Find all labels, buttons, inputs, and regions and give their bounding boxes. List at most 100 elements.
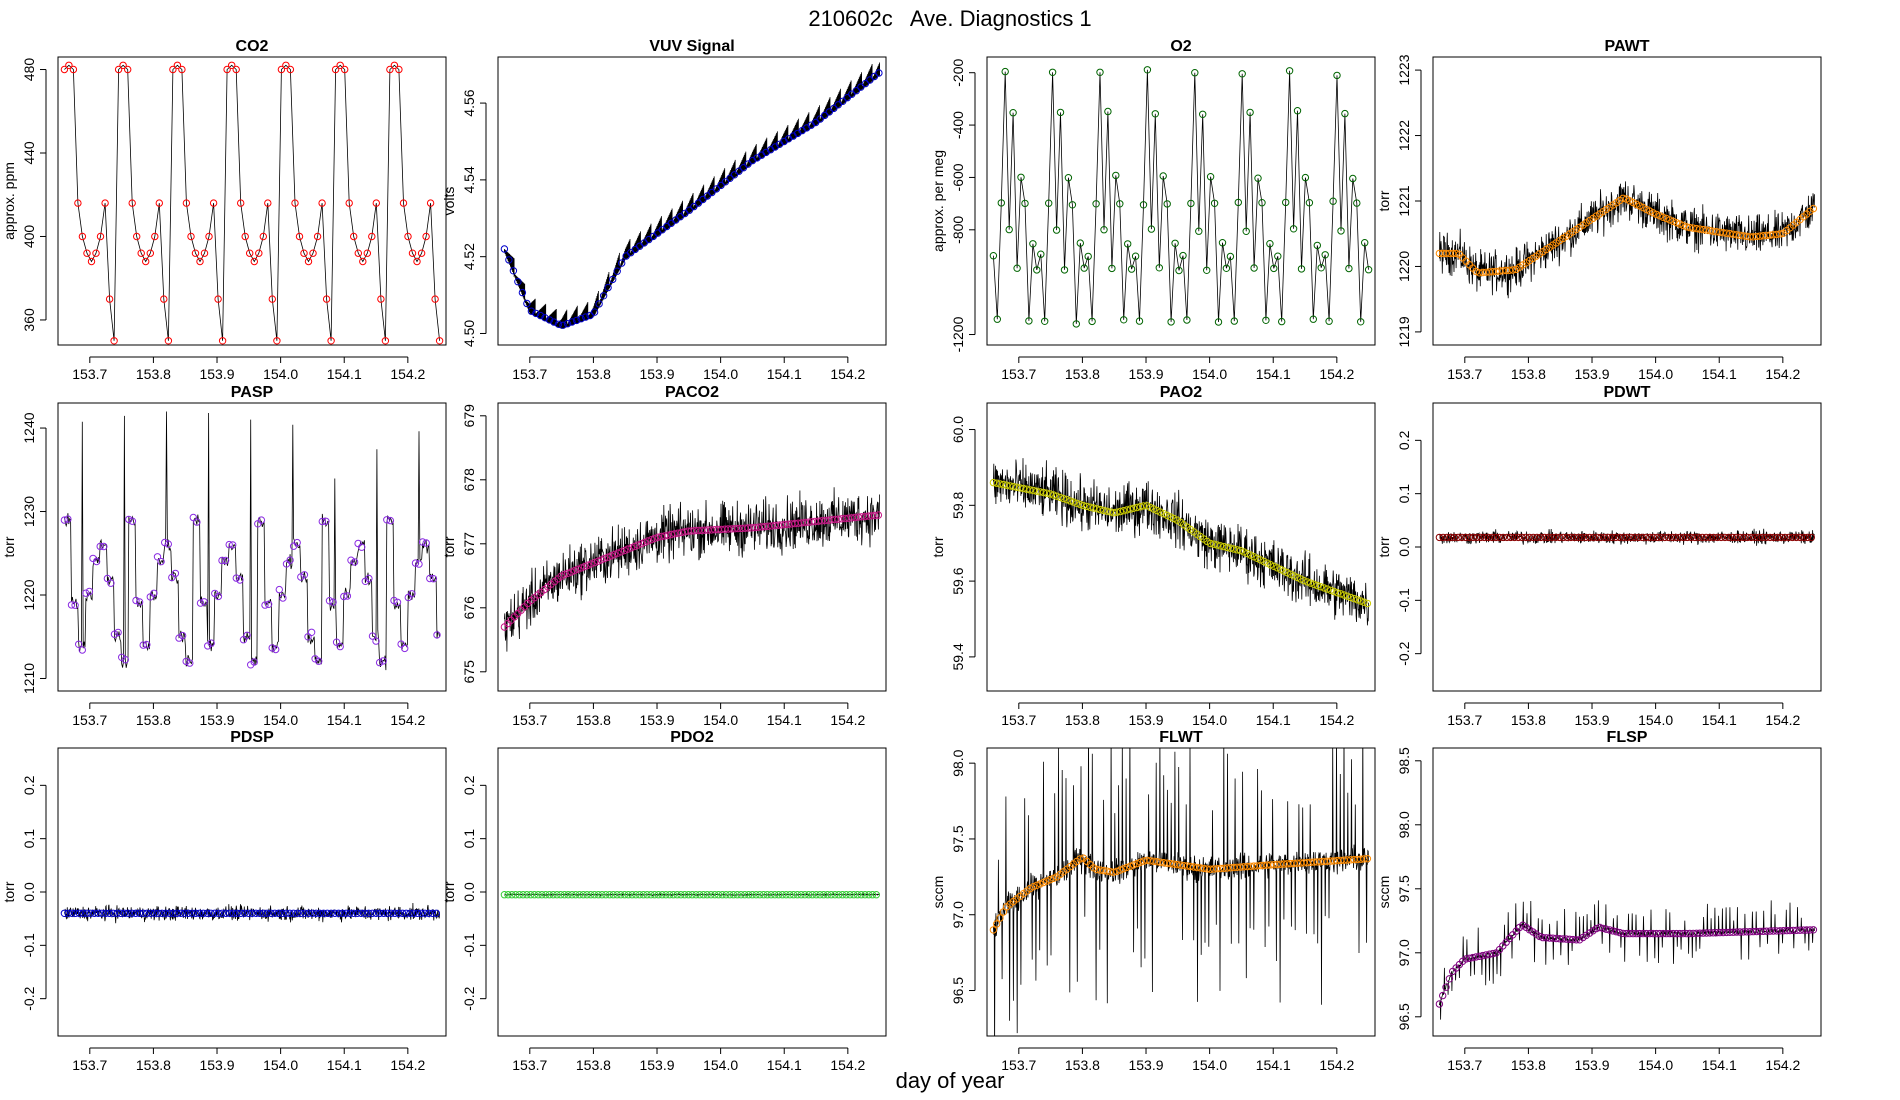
y-tick-label: 0.0 (461, 882, 477, 902)
y-tick-label: -0.1 (1396, 588, 1412, 612)
data-point (850, 891, 858, 899)
data-point (604, 553, 612, 561)
data-point (1612, 533, 1620, 542)
data-point (318, 517, 326, 526)
y-tick-label: 59.8 (950, 491, 966, 518)
data-point (1126, 505, 1135, 513)
data-point (647, 536, 655, 544)
data-point (390, 61, 399, 70)
data-point (192, 909, 200, 917)
data-point (518, 288, 527, 297)
y-tick-label: 0.1 (1396, 484, 1412, 504)
data-point (1171, 239, 1179, 248)
data-point (504, 891, 512, 899)
data-point (426, 574, 434, 583)
x-tick-label: 154.2 (1319, 1057, 1354, 1073)
data-point (1522, 533, 1530, 542)
data-point (1642, 533, 1650, 542)
data-point (418, 538, 427, 546)
y-axis-label: torr (1376, 536, 1392, 557)
data-point (515, 891, 524, 899)
data-point (368, 632, 377, 640)
data-point (386, 65, 394, 74)
x-tick-label: 154.0 (1638, 1057, 1673, 1073)
data-point (816, 891, 824, 899)
data-point (1069, 498, 1078, 506)
data-point (1507, 533, 1515, 542)
x-tick-label: 153.7 (72, 366, 107, 382)
x-tick-label: 153.9 (639, 1057, 674, 1073)
data-point (243, 631, 251, 639)
data-point (1361, 239, 1369, 247)
y-axis-label: torr (1, 881, 17, 902)
panel-title: PDWT (1603, 384, 1650, 401)
data-point (160, 295, 168, 303)
data-point (771, 891, 779, 899)
data-point (618, 259, 626, 267)
data-point (147, 909, 155, 917)
data-point (304, 633, 312, 641)
plot-frame (986, 402, 1376, 692)
data-point (1234, 198, 1243, 207)
panel-o2: O2 approx. per meg 153.7 153.8 153.9 154.0 154… (930, 38, 1376, 382)
data-point (1803, 533, 1812, 542)
plot-frame (497, 402, 887, 692)
data-point (304, 257, 313, 266)
y-tick-label: 98.0 (1396, 811, 1412, 838)
data-point (1435, 533, 1444, 542)
y-tick-label: 400 (21, 225, 37, 249)
data-point (1096, 505, 1104, 514)
data-point (1135, 317, 1144, 325)
data-point (549, 891, 557, 899)
x-tick-label: 154.1 (767, 712, 802, 728)
y-tick-label: 675 (461, 660, 477, 684)
data-point (635, 891, 644, 899)
data-point (236, 576, 244, 584)
data-point (1109, 868, 1118, 876)
data-point (372, 199, 380, 207)
data-layer (989, 458, 1372, 626)
data-point (1273, 564, 1281, 572)
data-point (336, 642, 344, 651)
x-tick-label: 154.2 (1319, 366, 1354, 382)
data-point (735, 167, 743, 175)
data-point (1676, 533, 1684, 542)
x-tick-label: 154.2 (830, 1057, 865, 1073)
data-point (690, 202, 698, 211)
data-point (627, 544, 635, 552)
y-tick-label: 98.0 (950, 749, 966, 776)
data-point (733, 891, 741, 899)
data-point (996, 914, 1004, 922)
data-point (1349, 174, 1357, 183)
data-point (699, 891, 708, 899)
plot-frame (1432, 747, 1822, 1037)
data-point (1029, 883, 1038, 891)
x-tick-label: 153.7 (72, 1057, 107, 1073)
plot-frame (986, 747, 1376, 1037)
x-tick-label: 153.7 (1001, 1057, 1036, 1073)
data-point (1213, 541, 1221, 549)
data-point (1360, 598, 1368, 606)
data-point (1175, 266, 1183, 275)
data-point (999, 480, 1008, 489)
data-point (241, 909, 249, 917)
data-point (1066, 497, 1074, 505)
plot-frame (57, 56, 447, 346)
data-point (657, 532, 665, 541)
data-point (838, 891, 847, 899)
data-point (1525, 533, 1534, 542)
data-point (1073, 499, 1081, 507)
data-point (584, 561, 592, 569)
panel-title: PASP (231, 384, 274, 401)
data-point (250, 257, 259, 266)
data-point (523, 299, 531, 308)
data-point (386, 516, 395, 525)
data-point (263, 909, 271, 917)
data-point (124, 65, 132, 74)
data-point (1465, 954, 1474, 962)
data-point (1323, 585, 1332, 593)
data-point (624, 891, 632, 899)
data-point (1732, 533, 1740, 542)
data-point (1653, 533, 1662, 542)
data-point (1019, 484, 1028, 493)
